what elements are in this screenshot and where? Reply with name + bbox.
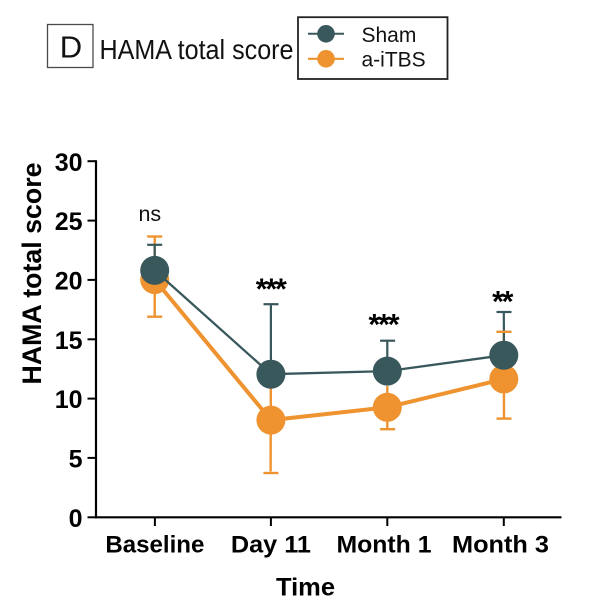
svg-text:Month 3: Month 3 xyxy=(452,532,549,559)
svg-text:Month 1: Month 1 xyxy=(337,532,432,559)
svg-text:15: 15 xyxy=(55,327,83,355)
svg-text:HAMA total score: HAMA total score xyxy=(17,163,47,385)
svg-text:0: 0 xyxy=(69,505,83,533)
svg-text:***: *** xyxy=(256,273,287,306)
svg-text:25: 25 xyxy=(55,208,83,236)
svg-text:Day 11: Day 11 xyxy=(231,532,311,559)
svg-text:**: ** xyxy=(492,286,514,319)
svg-text:HAMA total score: HAMA total score xyxy=(100,34,294,65)
svg-text:Time: Time xyxy=(276,574,335,602)
svg-text:***: *** xyxy=(368,309,399,342)
svg-text:a-iTBS: a-iTBS xyxy=(362,48,426,71)
svg-text:30: 30 xyxy=(55,149,83,177)
svg-text:Sham: Sham xyxy=(362,24,417,47)
svg-text:5: 5 xyxy=(69,446,83,474)
svg-text:20: 20 xyxy=(55,268,83,296)
svg-text:ns: ns xyxy=(138,202,161,226)
svg-text:10: 10 xyxy=(55,386,83,414)
svg-text:Baseline: Baseline xyxy=(105,532,204,559)
svg-text:D: D xyxy=(60,30,82,65)
